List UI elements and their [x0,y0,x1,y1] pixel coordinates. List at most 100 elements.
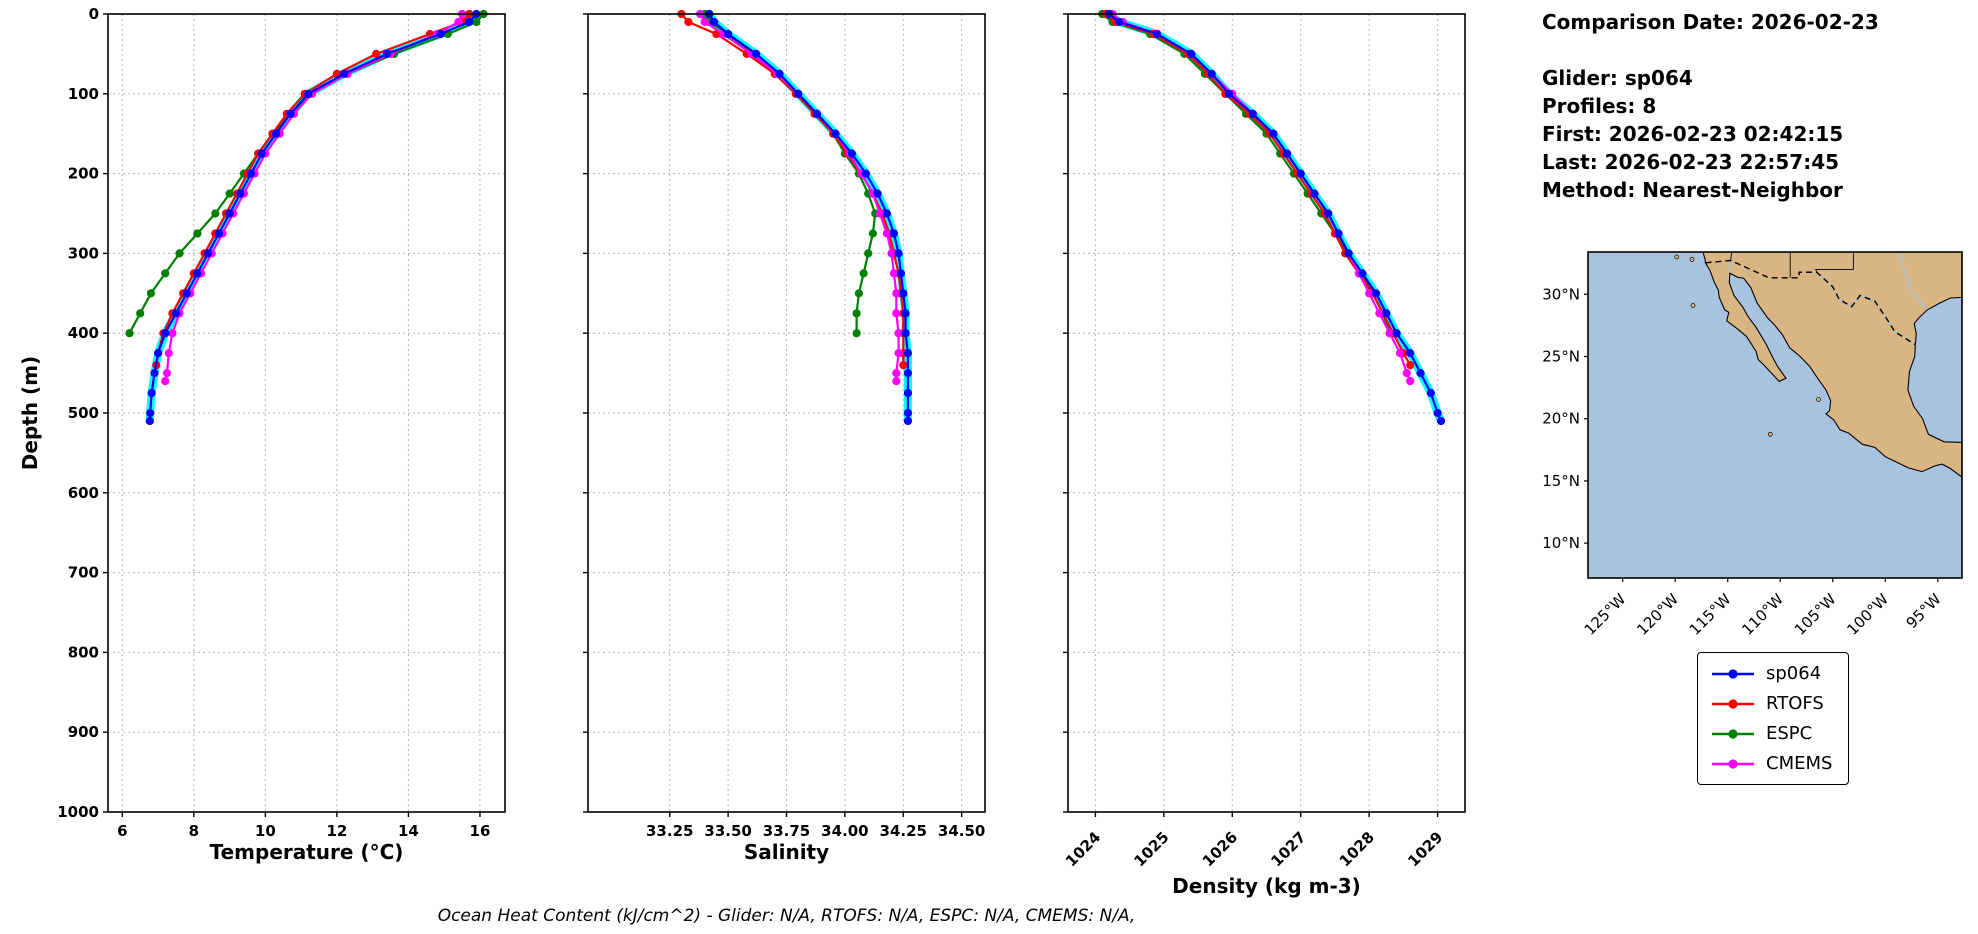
svg-text:15°N: 15°N [1542,472,1580,490]
state-border [1730,251,1733,261]
info-line: First: 2026-02-23 02:42:15 [1542,122,1844,146]
legend-marker-icon [1712,758,1754,769]
svg-text:125°W: 125°W [1581,590,1630,639]
salinity-profile-chart: 33.25 33.50 33.75 34.00 34.25 34.50 [583,9,986,840]
marker-ESPC [859,269,868,278]
marker-sp064 [903,416,912,426]
marker-sp064 [1187,49,1196,59]
series-sp064-raw [145,10,481,425]
marker-ESPC [864,249,873,258]
svg-text:34.25: 34.25 [880,822,927,840]
marker-sp064 [382,49,392,59]
marker-CMEMS [889,269,898,278]
legend-item-sp064: sp064 [1710,663,1832,684]
marker-ESPC [472,17,481,27]
marker-CMEMS [894,329,903,338]
marker-CMEMS [875,209,884,218]
legend: sp064 RTOFS ESPC CMEMS [1697,652,1850,785]
svg-text:10°N: 10°N [1542,534,1580,552]
marker-sp064 [161,329,170,338]
marker-sp064 [1115,17,1124,27]
marker-sp064 [894,249,903,258]
svg-text:200: 200 [68,165,99,183]
marker-RTOFS [372,49,381,59]
marker-sp064 [1248,109,1257,118]
marker-ESPC [146,289,155,298]
marker-sp064 [214,229,223,238]
marker-sp064 [236,189,245,198]
svg-text:30°N: 30°N [1542,285,1580,303]
marker-sp064 [812,109,821,118]
density-profile-chart: 1024 1025 1026 1027 1028 1029 [1062,9,1466,870]
marker-sp064 [340,69,349,78]
marker-ESPC [161,269,170,278]
density-axis-label: Density (kg m-3) [1172,874,1361,898]
marker-sp064 [1152,29,1162,39]
marker-ESPC [852,309,861,318]
svg-text:14: 14 [398,822,419,840]
island [1816,397,1821,402]
svg-text:1027: 1027 [1267,828,1309,870]
series-RTOFS [155,13,471,366]
marker-ESPC [211,209,220,218]
svg-text:400: 400 [68,324,99,342]
marker-CMEMS [892,377,901,386]
marker-sp064 [146,408,155,418]
svg-text:34.50: 34.50 [938,822,985,840]
plot-frame [587,13,986,813]
series-sp064 [1108,13,1443,422]
legend-label: CMEMS [1766,753,1833,774]
info-line [1542,36,1879,64]
legend-label: RTOFS [1766,693,1824,714]
marker-sp064 [154,349,163,358]
legend-item-espc: ESPC [1710,723,1832,744]
marker-CMEMS [1385,329,1394,338]
svg-text:100: 100 [68,85,99,103]
salinity-axis-label: Salinity [743,840,830,864]
ocean-heat-content-caption: Ocean Heat Content (kJ/cm^2) - Glider: N… [437,906,1136,926]
marker-CMEMS [1402,369,1411,378]
svg-text:10: 10 [255,822,276,840]
marker-CMEMS [1375,309,1384,318]
svg-text:1025: 1025 [1130,828,1172,870]
us-mexico-border [1705,259,1916,346]
marker-sp064 [272,129,281,138]
series-CMEMS [1111,13,1412,382]
series-ESPC [128,13,485,334]
marker-CMEMS [162,369,172,378]
svg-text:1028: 1028 [1336,828,1378,870]
marker-sp064 [1269,129,1278,138]
svg-text:95°W: 95°W [1903,590,1945,632]
svg-text:25°N: 25°N [1542,348,1580,366]
marker-CMEMS [892,309,901,318]
svg-text:8: 8 [189,822,199,840]
temperature-profile-chart: 6 8 10 12 14 16 0 100 200 300 400 500 600 700 800 900 10… [57,8,506,840]
marker-sp064 [896,269,905,278]
marker-ESPC [868,229,877,238]
comparison-info-panel: Comparison Date: 2026-02-23 Glider: sp06… [1542,8,1879,204]
legend-label: sp064 [1766,663,1822,684]
marker-sp064 [204,249,213,258]
svg-text:800: 800 [68,643,99,661]
svg-text:300: 300 [68,244,99,262]
marker-sp064 [1416,369,1425,378]
marker-sp064 [775,69,784,78]
series-sp064-raw [1105,10,1445,425]
svg-text:20°N: 20°N [1542,410,1580,428]
marker-sp064 [1224,89,1233,98]
info-line: Method: Nearest-Neighbor [1542,178,1843,202]
marker-CMEMS [894,349,903,358]
marker-CMEMS [1395,349,1405,358]
marker-sp064 [873,189,882,198]
marker-CMEMS [1365,289,1374,298]
marker-RTOFS [899,361,908,370]
river [1898,251,1927,310]
svg-text:900: 900 [68,723,99,741]
marker-CMEMS [454,17,463,27]
marker-sp064 [710,17,719,27]
marker-sp064 [1310,189,1319,198]
marker-sp064 [1382,309,1391,318]
plot-frame [107,13,506,813]
marker-sp064 [847,149,856,158]
marker-sp064 [861,169,870,178]
